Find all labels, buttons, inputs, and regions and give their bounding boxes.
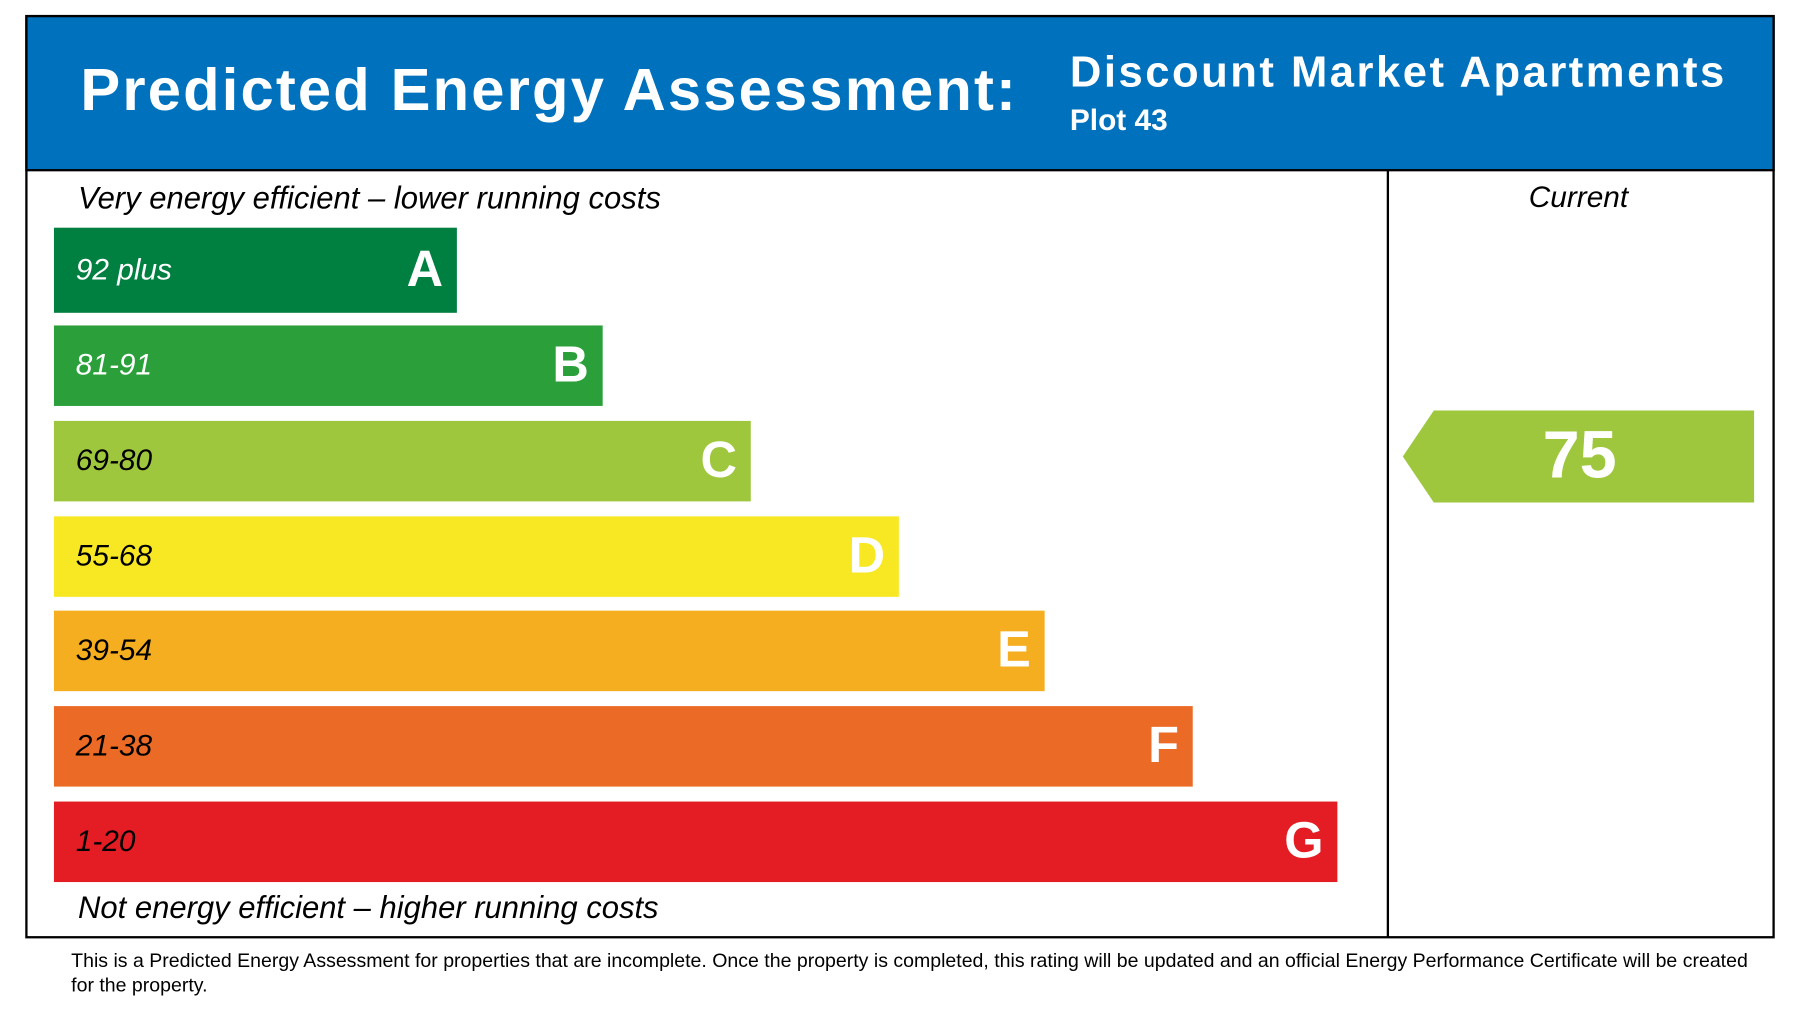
band-range: 69-80	[76, 444, 153, 477]
band-range: 55-68	[76, 540, 153, 573]
footer-box: This is a Predicted Energy Assessment fo…	[71, 949, 1748, 996]
plot-number: Plot 43	[1070, 104, 1168, 137]
band-range: 92 plus	[76, 253, 172, 286]
band-letter: D	[849, 526, 885, 583]
band-letter: F	[1148, 716, 1179, 773]
band-bar	[53, 420, 751, 502]
development-name: Discount Market Apartments	[1070, 47, 1724, 96]
band-bar	[53, 516, 899, 597]
band-letter: A	[407, 240, 443, 297]
band-range: 21-38	[75, 729, 153, 762]
band-bar	[53, 706, 1193, 787]
header-title: Predicted Energy Assessment:	[80, 56, 1016, 123]
band-letter: G	[1284, 811, 1323, 868]
band-range: 81-91	[76, 349, 152, 382]
band-letter: C	[701, 431, 737, 488]
band-letter: E	[997, 621, 1031, 678]
band-bar	[53, 801, 1338, 883]
header-band	[25, 14, 1775, 172]
current-label: Current	[1529, 181, 1630, 214]
band-letter: B	[552, 335, 588, 392]
bottom-note: Not energy efficient – higher running co…	[78, 890, 658, 925]
top-note: Very energy efficient – lower running co…	[78, 180, 661, 215]
band-bar	[53, 325, 603, 406]
band-bar	[53, 610, 1045, 692]
current-arrow	[1402, 410, 1755, 503]
band-range: 1-20	[76, 825, 136, 858]
footer-note: This is a Predicted Energy Assessment fo…	[71, 949, 1748, 996]
band-bar	[53, 227, 457, 313]
band-range: 39-54	[76, 634, 152, 667]
current-value: 75	[1543, 419, 1617, 493]
